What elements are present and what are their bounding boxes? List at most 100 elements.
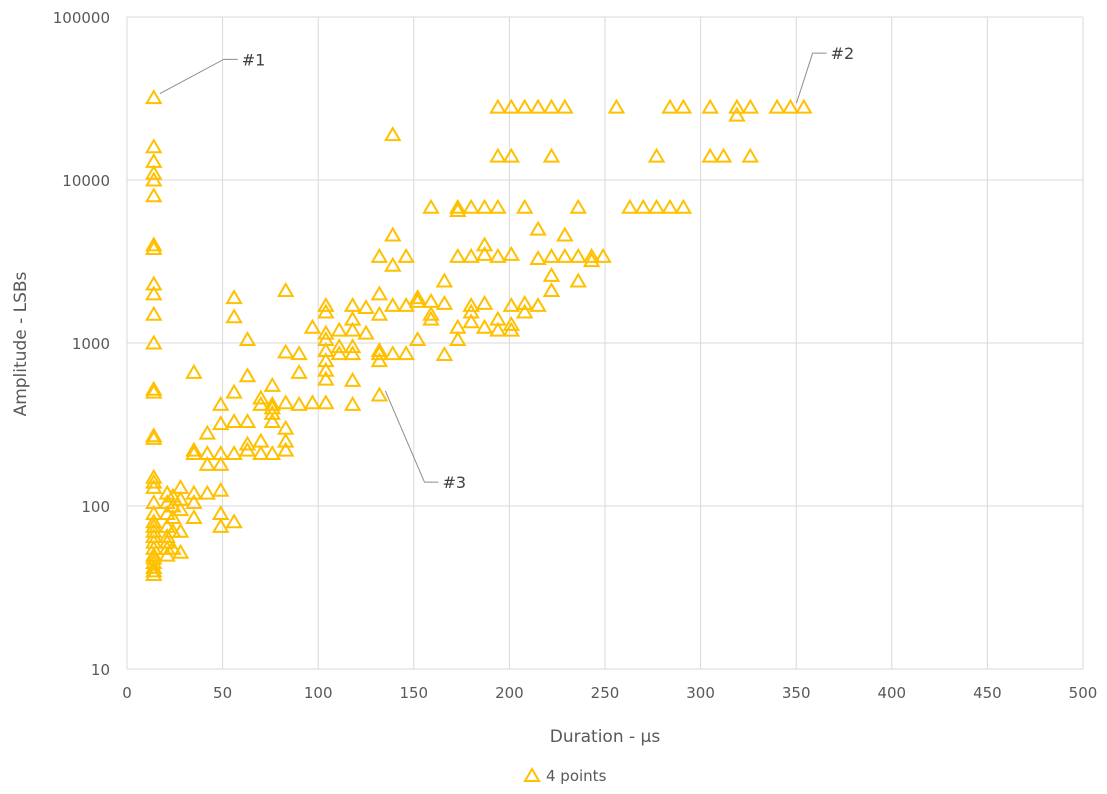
data-point	[145, 380, 163, 396]
x-tick-label: 150	[399, 684, 428, 702]
data-point	[276, 441, 295, 457]
x-axis-ticks: 0 50 100 150 200 250 300 350 400 450 500	[122, 684, 1097, 702]
data-point	[370, 352, 389, 368]
data-point	[252, 395, 270, 411]
data-point	[185, 484, 203, 500]
x-axis-title: Duration - µs	[550, 727, 661, 747]
data-point	[343, 321, 362, 337]
data-point	[145, 473, 163, 489]
data-point	[145, 236, 163, 252]
data-point	[263, 444, 282, 460]
data-point	[728, 98, 746, 114]
data-point	[462, 296, 480, 312]
data-point	[343, 338, 362, 354]
data-point	[661, 198, 679, 214]
data-point	[145, 562, 163, 578]
data-point	[276, 343, 295, 359]
data-point	[714, 147, 733, 163]
data-point	[238, 441, 257, 457]
data-point	[435, 346, 454, 362]
data-point	[252, 389, 270, 405]
data-point	[515, 198, 534, 214]
x-tick-label: 200	[495, 684, 524, 702]
data-point	[556, 247, 574, 263]
y-axis-ticks: 10 100 1000 10000 100000	[53, 9, 110, 679]
data-point	[542, 98, 561, 114]
data-point	[408, 289, 427, 305]
data-point	[489, 321, 507, 337]
data-point	[357, 324, 375, 340]
data-point	[462, 198, 480, 214]
y-tick-label: 100	[81, 498, 110, 516]
data-point	[145, 305, 163, 321]
grid	[126, 16, 1084, 670]
data-point	[185, 444, 203, 460]
data-point	[330, 345, 348, 361]
data-point	[317, 296, 335, 312]
annotation-leader-line	[159, 58, 238, 95]
data-point	[343, 395, 362, 411]
data-point	[449, 247, 467, 263]
data-point	[674, 98, 693, 114]
data-point	[449, 202, 467, 217]
x-tick-label: 500	[1069, 684, 1098, 702]
data-point	[462, 303, 480, 319]
data-point	[263, 395, 282, 411]
data-point	[397, 345, 415, 361]
x-tick-label: 250	[591, 684, 620, 702]
data-point	[542, 247, 561, 263]
data-point	[145, 566, 163, 581]
data-point	[145, 285, 163, 301]
data-point	[422, 310, 440, 326]
data-point	[701, 98, 719, 114]
data-point	[542, 147, 561, 163]
data-point	[435, 294, 454, 310]
data-point	[515, 98, 534, 114]
data-point	[569, 272, 587, 288]
data-point	[330, 321, 348, 337]
data-point	[145, 558, 163, 574]
data-point	[145, 513, 163, 529]
data-point	[556, 98, 574, 114]
x-tick-label: 50	[213, 684, 232, 702]
data-point	[343, 345, 362, 361]
annotation-label: #1	[242, 50, 266, 69]
data-point	[317, 303, 335, 319]
data-point	[529, 220, 547, 236]
data-point	[225, 412, 243, 428]
data-points	[145, 89, 813, 581]
data-point	[185, 509, 203, 525]
data-point	[542, 281, 561, 297]
data-point	[225, 513, 243, 529]
data-point	[384, 345, 402, 361]
data-point	[317, 394, 335, 410]
data-point	[502, 296, 521, 312]
data-point	[661, 98, 679, 114]
data-point	[171, 522, 190, 538]
data-point	[303, 318, 322, 334]
data-point	[164, 487, 182, 503]
x-tick-label: 400	[877, 684, 906, 702]
data-point	[370, 386, 389, 402]
data-point	[647, 147, 666, 163]
data-point	[569, 198, 587, 214]
data-point	[768, 98, 786, 114]
data-point	[397, 247, 415, 263]
data-point	[408, 292, 427, 308]
x-tick-label: 300	[686, 684, 715, 702]
data-point	[422, 198, 440, 214]
data-point	[475, 294, 494, 310]
legend-marker	[523, 767, 541, 782]
data-point	[502, 315, 521, 331]
data-point	[781, 98, 800, 114]
data-point	[145, 383, 163, 399]
data-point	[211, 517, 230, 533]
legend: 4 points	[523, 767, 607, 785]
data-point	[211, 415, 230, 431]
data-point	[462, 247, 480, 263]
data-point	[145, 164, 163, 180]
data-point	[225, 289, 243, 305]
data-point	[397, 296, 415, 312]
data-point	[145, 539, 163, 555]
